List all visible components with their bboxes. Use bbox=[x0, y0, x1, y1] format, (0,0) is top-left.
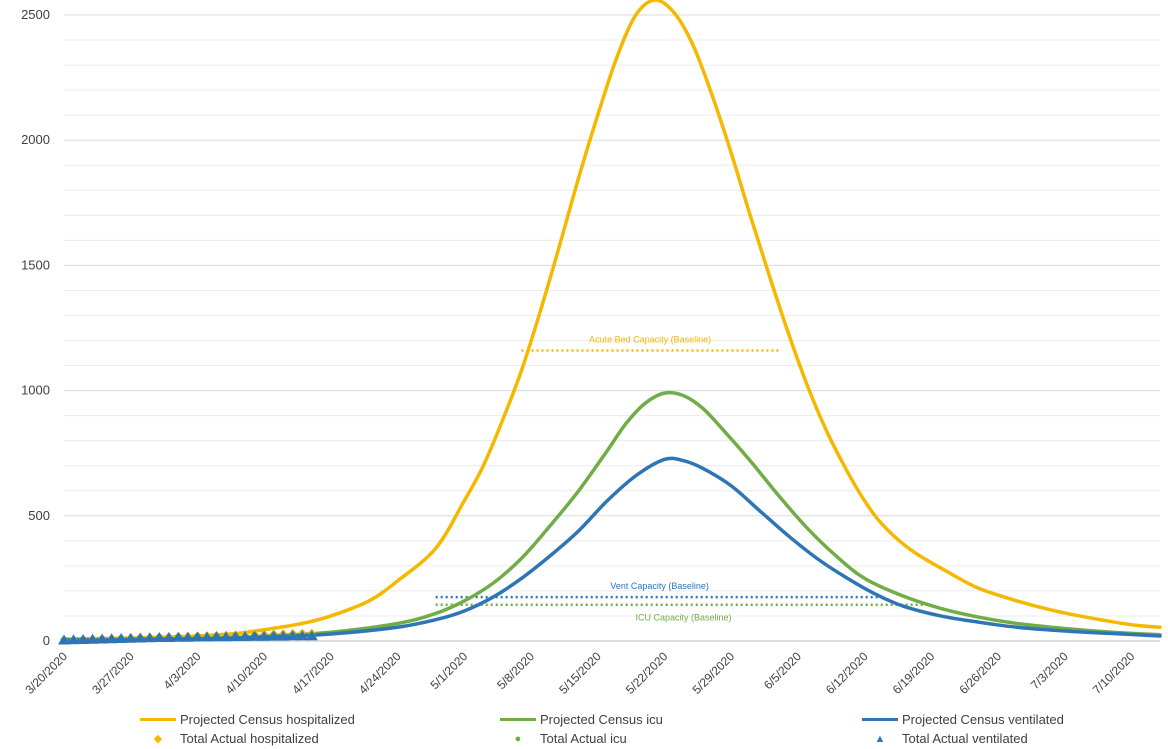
x-tick-label: 4/10/2020 bbox=[223, 649, 271, 697]
legend-item-actual-icu: ● Total Actual icu bbox=[500, 731, 627, 746]
legend-item-actual-ventilated: ▲ Total Actual ventilated bbox=[862, 731, 1028, 746]
x-axis: 3/20/2020 3/27/2020 4/3/2020 4/10/2020 4/17/… bbox=[22, 641, 1160, 697]
x-tick-label: 5/8/2020 bbox=[494, 649, 537, 692]
x-tick-label: 6/12/2020 bbox=[823, 649, 871, 697]
legend-item-projected-icu: Projected Census icu bbox=[500, 712, 663, 727]
series-line-projected-census-hospitalized bbox=[64, 0, 1160, 639]
legend-line-swatch bbox=[862, 718, 898, 721]
x-tick-label: 5/29/2020 bbox=[690, 649, 738, 697]
legend-item-projected-ventilated: Projected Census ventilated bbox=[862, 712, 1064, 727]
capacity-label: ICU Capacity (Baseline) bbox=[635, 613, 731, 623]
x-tick-label: 7/3/2020 bbox=[1028, 649, 1071, 692]
triangle-icon: ▲ bbox=[862, 733, 898, 745]
x-tick-label: 7/10/2020 bbox=[1090, 649, 1138, 697]
legend-item-actual-hospitalized: ◆ Total Actual hospitalized bbox=[140, 731, 319, 746]
legend-label: Total Actual hospitalized bbox=[180, 731, 319, 746]
x-tick-label: 3/20/2020 bbox=[22, 649, 70, 697]
diamond-icon: ◆ bbox=[140, 732, 176, 745]
x-tick-label: 5/1/2020 bbox=[427, 649, 470, 692]
x-tick-label: 5/22/2020 bbox=[623, 649, 671, 697]
gridlines bbox=[64, 15, 1160, 616]
x-tick-label: 5/15/2020 bbox=[556, 649, 604, 697]
chart-legend: Projected Census hospitalized Projected … bbox=[0, 712, 1168, 749]
x-tick-label: 6/19/2020 bbox=[890, 649, 938, 697]
legend-line-swatch bbox=[500, 718, 536, 721]
y-axis: 0 500 1000 1500 2000 2500 bbox=[21, 7, 50, 648]
x-tick-label: 6/5/2020 bbox=[761, 649, 804, 692]
series-line-projected-census-ventilated bbox=[64, 458, 1160, 640]
legend-label: Projected Census hospitalized bbox=[180, 712, 355, 727]
x-tick-label: 3/27/2020 bbox=[89, 649, 137, 697]
series-lines bbox=[64, 0, 1160, 640]
legend-label: Projected Census ventilated bbox=[902, 712, 1064, 727]
x-tick-label: 6/26/2020 bbox=[956, 649, 1004, 697]
x-tick-label: 4/24/2020 bbox=[356, 649, 404, 697]
capacity-label: Vent Capacity (Baseline) bbox=[610, 581, 709, 591]
y-tick-label: 1500 bbox=[21, 257, 50, 272]
capacity-label: Acute Bed Capacity (Baseline) bbox=[589, 335, 711, 345]
y-tick-label: 0 bbox=[43, 633, 50, 648]
y-tick-label: 2000 bbox=[21, 132, 50, 147]
line-chart: 0 500 1000 1500 2000 2500 3/20/2020 3/27/2020 4… bbox=[0, 0, 1168, 712]
x-tick-label: 4/3/2020 bbox=[161, 649, 204, 692]
y-tick-label: 1000 bbox=[21, 383, 50, 398]
legend-label: Projected Census icu bbox=[540, 712, 663, 727]
y-tick-label: 500 bbox=[28, 508, 50, 523]
legend-item-projected-hospitalized: Projected Census hospitalized bbox=[140, 712, 355, 727]
y-tick-label: 2500 bbox=[21, 7, 50, 22]
legend-label: Total Actual icu bbox=[540, 731, 627, 746]
capacity-reference-lines: Acute Bed Capacity (Baseline) Vent Capaci… bbox=[436, 335, 932, 623]
circle-icon: ● bbox=[500, 733, 536, 745]
legend-label: Total Actual ventilated bbox=[902, 731, 1028, 746]
x-tick-label: 4/17/2020 bbox=[289, 649, 337, 697]
legend-line-swatch bbox=[140, 718, 176, 721]
